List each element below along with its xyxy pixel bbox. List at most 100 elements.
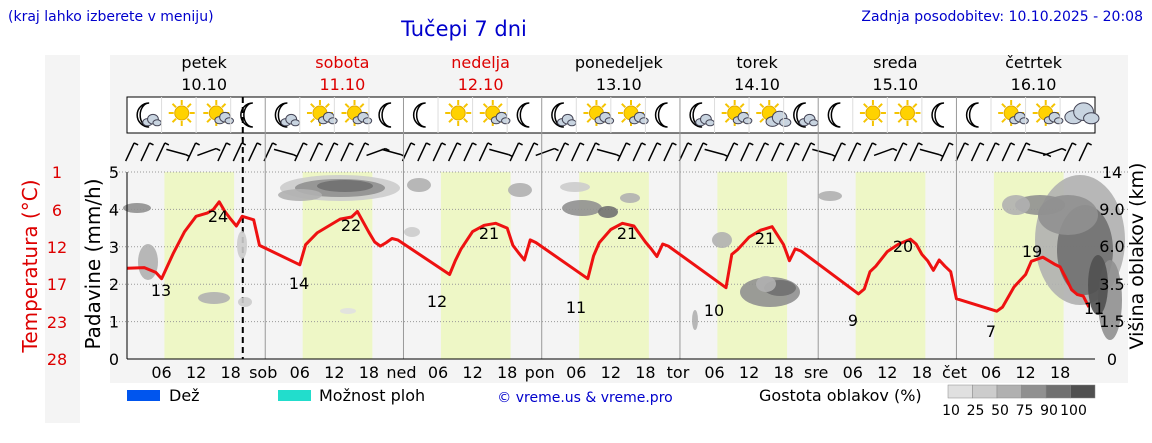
wind-barb [432, 142, 443, 162]
cloud-blob [138, 244, 158, 280]
header-left-note[interactable]: (kraj lahko izberete v meniju) [8, 9, 214, 25]
wind-barb [1042, 147, 1063, 157]
cloud-blob [598, 206, 618, 218]
sun-ray [1035, 117, 1041, 123]
precip-tick: 0 [109, 350, 119, 369]
cloud-scale-label: 50 [991, 403, 1009, 419]
cloud-scale-swatch [1045, 384, 1071, 399]
wind-barb-flag [518, 142, 523, 146]
cloud-blob [198, 292, 230, 304]
cloud-blob [692, 310, 698, 330]
x-tick-label: 12 [877, 363, 897, 382]
wind-barb-flag [795, 142, 800, 146]
wind-barb [863, 142, 873, 162]
legend: Dež Možnost ploh © vreme.us & vreme.pro … [127, 384, 1096, 419]
wind-barb-flag [333, 142, 339, 146]
cloud-puff [290, 119, 301, 127]
wind-barb [617, 142, 627, 162]
cloud-icon [1009, 111, 1029, 125]
temp-extreme-label: 19 [1022, 242, 1042, 261]
cloud-blob [756, 276, 776, 292]
wind-barb [940, 142, 950, 162]
wind-barb [309, 142, 320, 162]
wind-barb [478, 142, 489, 162]
wind-barb-flag [564, 142, 570, 146]
cloud-puff [1083, 112, 1100, 125]
cloud-icon [695, 113, 715, 127]
wind-barb [355, 142, 366, 162]
wind-barb [570, 142, 581, 162]
moon-icon [654, 102, 668, 128]
wind-barb [909, 142, 920, 162]
wind-barb-flag [456, 142, 462, 146]
temp-axis-title: Temperatura (°C) [18, 179, 42, 353]
day-date: 10.10 [181, 75, 227, 94]
moon-icon [412, 102, 426, 128]
cloud-puff [501, 117, 511, 125]
wind-barb [1078, 142, 1089, 162]
sun-ray [463, 103, 469, 109]
cloud-height-tick: 6.0 [1099, 237, 1124, 256]
moon-icon [551, 102, 564, 128]
x-tick-label: 18 [359, 363, 379, 382]
temp-tick: 28 [47, 350, 67, 369]
wind-barb [586, 142, 597, 162]
temp-extreme-label: 11 [566, 298, 586, 317]
wind-barb-flag [1025, 142, 1031, 146]
wind-barb [1063, 142, 1073, 162]
temp-tick: 6 [52, 201, 62, 220]
cloud-icon [556, 113, 577, 127]
cloud-puff [705, 119, 715, 127]
precip-tick: 1 [109, 313, 119, 332]
sun-ray [310, 117, 316, 123]
wind-barb-flag [995, 142, 1000, 146]
wind-barb-flag [302, 142, 308, 146]
cloud-density-blobs [123, 175, 1125, 340]
credit-link[interactable]: © vreme.us & vreme.pro [497, 390, 672, 406]
sun-ray [877, 103, 883, 109]
wind-barb-flag [979, 142, 985, 146]
x-tick-label: 18 [635, 363, 655, 382]
sun-ray [586, 103, 592, 109]
wind-barb [801, 142, 812, 162]
wind-barb-flag [856, 142, 862, 146]
wind-barb [155, 142, 166, 162]
moon-icon [793, 102, 806, 128]
day-name: petek [181, 53, 227, 72]
x-tick-label: 06 [151, 363, 171, 382]
sun-ray [863, 103, 868, 109]
sun-ray [759, 117, 765, 123]
wind-barb-flag [871, 142, 877, 146]
sun-ray [310, 103, 316, 109]
x-tick-label: sre [804, 363, 828, 382]
cloud-scale-label: 90 [1040, 403, 1058, 419]
day-name: ponedeljek [575, 53, 664, 72]
cloud-icon [142, 113, 162, 127]
cloud-blob [237, 231, 247, 259]
wind-barb [124, 142, 135, 162]
cloud-scale-swatch [947, 384, 973, 399]
wind-barb [663, 142, 674, 162]
wind-barb-flag [841, 142, 846, 146]
temp-tick: 17 [47, 275, 67, 294]
temperature-series [126, 200, 1091, 313]
sun-ray [344, 103, 350, 109]
wind-barb-flag [764, 142, 769, 146]
wind-barb-flag [964, 142, 969, 146]
cloud-icon [490, 111, 511, 125]
cloud-height-tick: 14 [1102, 163, 1122, 182]
x-tick-label: ned [386, 363, 416, 382]
wind-barb [1027, 148, 1048, 156]
wind-barb [273, 148, 294, 156]
wind-barb-flag [472, 142, 477, 146]
sun-icon [859, 100, 886, 126]
wind-barb-flag [625, 142, 631, 146]
wind-barb [986, 142, 997, 162]
wind-barb [509, 142, 520, 162]
cloud-height-tick: 1.5 [1099, 312, 1124, 331]
wind-barb [893, 142, 904, 162]
wind-barb [555, 142, 566, 162]
temp-extreme-label: 13 [151, 281, 171, 300]
x-tick-label: 06 [566, 363, 586, 382]
sun-ray [171, 103, 177, 109]
